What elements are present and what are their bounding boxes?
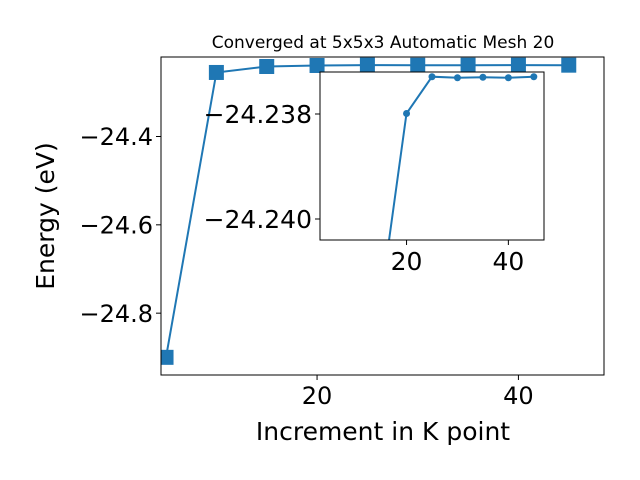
- main-data-point: [510, 57, 526, 73]
- inset-axes: 20 40 −24.240 −24.238: [204, 71, 545, 276]
- inset-y-tick-label: −24.238: [204, 100, 312, 129]
- inset-data-point: [453, 74, 461, 82]
- main-x-tick-label: 40: [503, 382, 534, 410]
- main-y-tick-label: −24.4: [79, 123, 153, 151]
- main-axes: 20 40 −24.4 −24.6 −24.8: [79, 56, 605, 410]
- inset-data-point: [504, 74, 512, 82]
- main-data-point: [359, 57, 375, 73]
- main-data-point: [208, 64, 224, 80]
- inset-data-point: [479, 73, 487, 81]
- main-data-point: [309, 57, 325, 73]
- inset-data-point: [403, 109, 411, 117]
- y-axis-label: Energy (eV): [31, 142, 60, 289]
- inset-background: [320, 72, 544, 240]
- x-axis-label: Increment in K point: [256, 417, 510, 446]
- inset-x-tick-label: 40: [492, 247, 524, 276]
- main-plot-frame: [160, 56, 605, 376]
- main-data-point: [161, 349, 174, 365]
- main-y-tick-label: −24.8: [79, 300, 153, 328]
- inset-y-tick-label: −24.240: [204, 205, 312, 234]
- main-data-point: [410, 57, 426, 73]
- inset-x-tick-label: 20: [391, 247, 423, 276]
- inset-data-point: [530, 73, 538, 81]
- main-x-tick-label: 20: [302, 382, 333, 410]
- main-y-tick-label: −24.6: [79, 211, 153, 239]
- main-data-point: [460, 57, 476, 73]
- chart-title: Converged at 5x5x3 Automatic Mesh 20: [212, 33, 555, 53]
- inset-series: [388, 73, 538, 240]
- main-data-point: [561, 57, 577, 73]
- inset-plot-frame: [319, 71, 545, 241]
- main-data-point: [259, 58, 275, 74]
- inset-data-point: [428, 73, 436, 81]
- main-series: [161, 57, 577, 365]
